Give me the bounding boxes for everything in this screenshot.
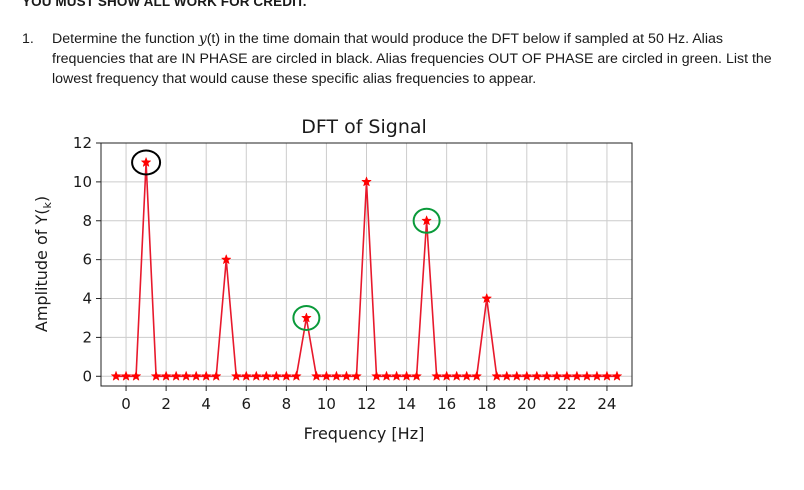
data-point-star [331,370,342,381]
data-point-star [190,370,202,381]
math-t: (t) [206,31,221,47]
data-point-star [541,370,553,381]
data-point-star [341,370,352,381]
x-tick-label: 24 [597,395,616,413]
data-point-star [110,370,122,381]
y-tick-label: 10 [73,173,92,191]
in-phase-circle [131,149,162,176]
x-tick-label: 6 [242,395,252,413]
series [110,156,623,381]
data-point-star [230,370,242,381]
data-point-star [511,370,523,381]
math-y: y [198,31,207,47]
data-point-star [361,176,372,187]
credit-instruction: YOU MUST SHOW ALL WORK FOR CREDIT. [22,0,307,9]
data-point-star [120,370,132,381]
alias-circles [131,149,441,331]
question-text-part1: Determine the function [52,31,199,47]
data-point-star [320,370,332,381]
data-point-star [491,370,503,381]
data-point-star [581,370,593,381]
y-axis-label-main: Amplitude of Y( [32,209,51,333]
out-of-phase-circle [412,207,441,234]
data-point-star [401,370,413,381]
y-tick-label: 12 [73,134,92,152]
y-tick-label: 6 [82,251,92,269]
data-point-star [501,370,513,381]
y-tick-label: 0 [82,367,92,385]
y-tick-label: 2 [82,328,92,346]
x-tick-label: 0 [121,395,131,413]
data-point-star [200,370,212,381]
data-point-star [371,370,382,381]
y-tick-label: 8 [82,212,92,230]
data-point-star [431,370,443,381]
data-point-star [471,370,483,381]
data-point-star [280,370,292,381]
data-point-star [571,370,583,381]
x-tick-label: 8 [282,395,292,413]
data-point-star [300,312,312,323]
data-point-star [250,370,262,381]
data-point-star [561,370,573,381]
data-point-star [130,370,142,381]
x-tick-label: 18 [477,395,496,413]
data-point-star [441,370,453,381]
data-point-star [160,370,172,381]
data-point-star [381,370,392,381]
y-axis-label-sub: k [41,202,54,209]
data-point-star [310,370,322,381]
out-of-phase-circle [292,304,321,331]
data-point-star [461,370,473,381]
x-tick-label: 10 [317,395,336,413]
data-point-star [270,370,282,381]
y-axis-label-close: ) [32,196,51,202]
data-point-star [260,370,272,381]
x-tick-label: 2 [161,395,171,413]
y-axis-label: Amplitude of Y(k) [32,196,54,332]
data-point-star [220,253,232,265]
data-point-star [290,370,302,381]
x-tick-label: 12 [357,395,376,413]
x-tick-label: 4 [201,395,211,413]
chart-title: DFT of Signal [301,116,427,138]
x-tick-label: 20 [517,395,536,413]
data-point-star [481,292,493,304]
data-point-star [611,370,623,381]
question-number: 1. [22,31,34,47]
x-axis-label: Frequency [Hz] [304,424,425,443]
data-point-star [521,370,533,381]
y-tick-label: 4 [82,290,92,308]
data-point-star [351,370,362,381]
question-text: Determine the function y(t) in the time … [52,29,797,89]
data-point-star [411,370,423,381]
data-point-star [170,370,182,381]
x-tick-label: 22 [557,395,576,413]
question-text-part2: in the time domain that would produce th… [52,31,772,87]
x-tick-label: 16 [437,395,456,413]
data-point-star [150,370,162,381]
data-point-star [180,370,192,381]
data-point-star [591,370,603,381]
data-point-star [240,370,252,381]
x-tick-label: 14 [397,395,416,413]
data-point-star [601,370,613,381]
data-point-star [391,370,402,381]
data-point-star [421,215,433,226]
data-point-star [140,156,152,168]
data-point-star [551,370,563,381]
data-point-star [451,370,463,381]
data-point-star [210,370,222,381]
data-point-star [531,370,543,381]
